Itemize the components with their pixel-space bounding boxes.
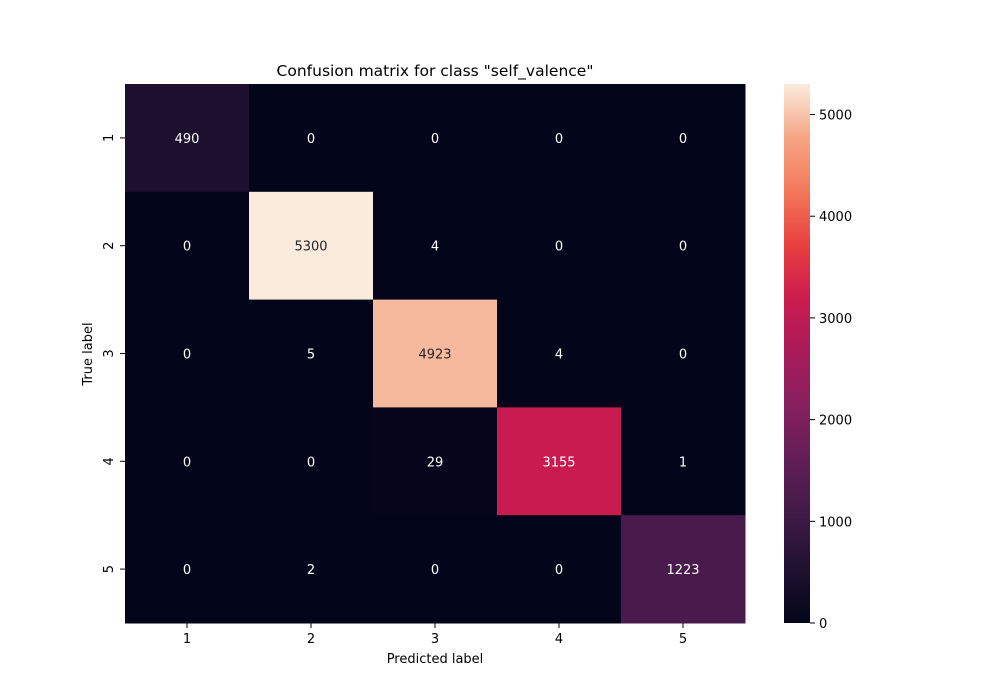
cell-value: 5 [307, 348, 315, 363]
x-axis: 1 2 3 4 5 [183, 623, 687, 647]
cell-value: 4 [555, 348, 563, 363]
heatmap-cell [125, 515, 250, 624]
cell-value: 0 [307, 132, 315, 147]
colorbar-tick-label: 2000 [819, 414, 852, 429]
x-tick-label: 4 [555, 632, 563, 647]
cell-value: 0 [679, 132, 687, 147]
x-axis-label: Predicted label [387, 652, 484, 667]
cell-value: 1 [679, 455, 687, 470]
cell-value: 0 [431, 563, 439, 578]
cell-value: 0 [307, 455, 315, 470]
cell-value: 0 [555, 563, 563, 578]
heatmap-cell [497, 191, 622, 301]
heatmap-cell [249, 84, 374, 193]
cell-value: 0 [679, 240, 687, 255]
x-tick-label: 5 [679, 632, 687, 647]
heatmap-cell [249, 515, 374, 624]
cell-value: 490 [175, 132, 200, 147]
heatmap-cell [125, 407, 250, 516]
heatmap-cell [497, 299, 622, 408]
colorbar-tick-label: 1000 [819, 515, 852, 530]
colorbar-tick-label: 4000 [819, 210, 852, 225]
heatmap-cell [497, 84, 622, 193]
y-tick-label: 4 [102, 457, 117, 465]
colorbar: 0 1000 2000 3000 4000 5000 [784, 84, 852, 632]
y-axis-label: True label [81, 322, 96, 386]
heatmap-cell [373, 299, 498, 408]
cell-value: 0 [431, 132, 439, 147]
cell-value: 0 [183, 563, 191, 578]
cell-value: 0 [555, 132, 563, 147]
y-tick-label: 3 [102, 349, 117, 357]
heatmap-cell [497, 407, 622, 516]
cell-value: 0 [183, 348, 191, 363]
cell-value: 5300 [294, 240, 327, 255]
heatmap-cell [125, 191, 250, 301]
cell-value: 3155 [542, 455, 575, 470]
heatmap-cell [621, 299, 746, 408]
heatmap-cell [125, 299, 250, 408]
heatmap-cell [373, 191, 498, 301]
y-axis: 1 2 3 4 5 [102, 134, 125, 573]
cell-value: 2 [307, 563, 315, 578]
cell-value: 4 [431, 240, 439, 255]
heatmap-cell [621, 191, 746, 301]
y-tick-label: 1 [102, 134, 117, 142]
x-tick-label: 3 [431, 632, 439, 647]
heatmap-cell [249, 407, 374, 516]
y-tick-label: 2 [102, 242, 117, 250]
colorbar-tick-label: 0 [819, 617, 827, 632]
heatmap-cells [125, 84, 746, 624]
heatmap-cell [621, 84, 746, 193]
cell-value: 0 [555, 240, 563, 255]
cell-value: 0 [183, 240, 191, 255]
colorbar-tick-label: 3000 [819, 312, 852, 327]
heatmap-cell [125, 84, 250, 193]
heatmap-cell [249, 191, 374, 301]
heatmap-cell-labels: 490 0 0 0 0 0 5300 4 0 0 0 5 4923 4 0 0 0 29 3155 1 0 2 0 0 1223 [175, 132, 700, 578]
heatmap-cell [249, 299, 374, 408]
y-tick-label: 5 [102, 565, 117, 573]
x-tick-label: 2 [307, 632, 315, 647]
cell-value: 4923 [418, 348, 451, 363]
heatmap-cell [497, 515, 622, 624]
cell-value: 0 [183, 455, 191, 470]
cell-value: 0 [679, 348, 687, 363]
colorbar-gradient [784, 84, 810, 623]
x-tick-label: 1 [183, 632, 191, 647]
heatmap-cell [621, 515, 746, 624]
colorbar-tick-label: 5000 [819, 109, 852, 124]
cell-value: 29 [427, 455, 444, 470]
heatmap-cell [621, 407, 746, 516]
heatmap-cell [373, 407, 498, 516]
chart-title: Confusion matrix for class "self_valence… [277, 62, 594, 81]
cell-value: 1223 [666, 563, 699, 578]
heatmap-cell [373, 515, 498, 624]
heatmap-cell [373, 84, 498, 193]
